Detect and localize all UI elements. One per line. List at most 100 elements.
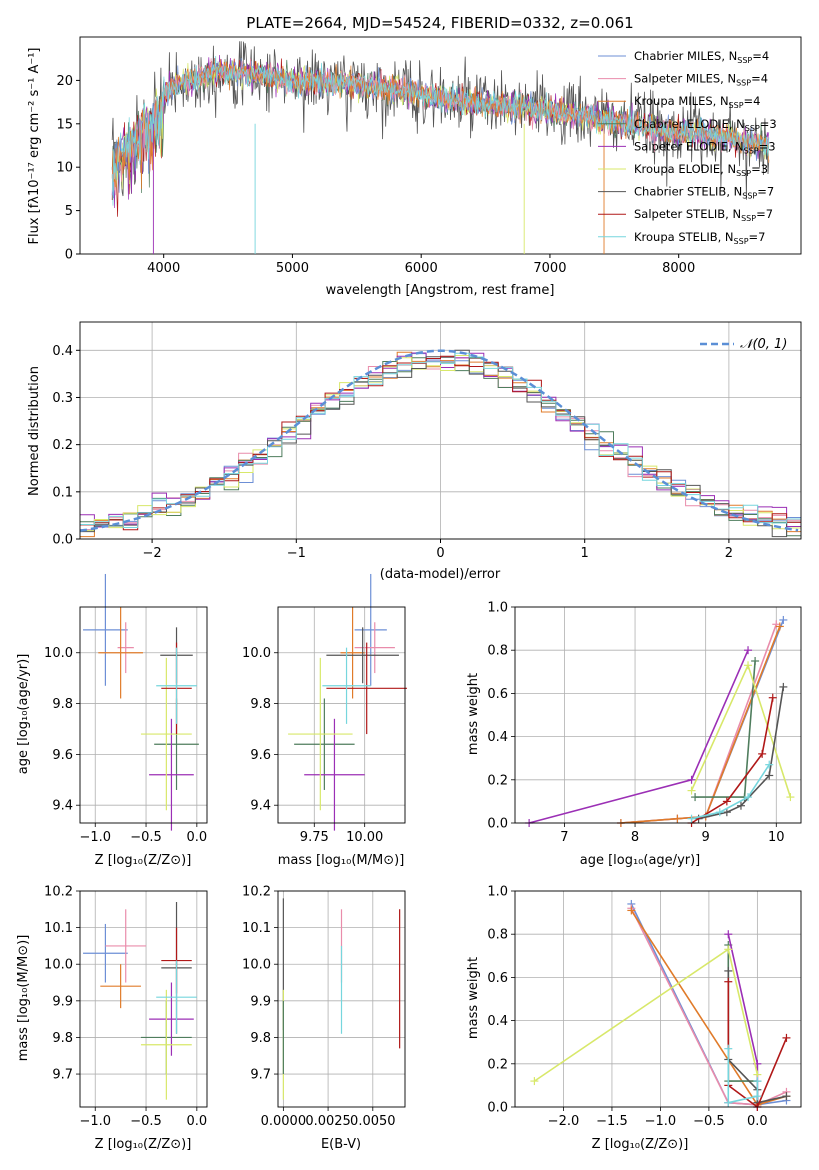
- y-tick-label: 9.8: [52, 697, 73, 712]
- panel-frame: [277, 606, 406, 824]
- x-tick-label: 8: [631, 830, 639, 845]
- tick-group: −1.0 −0.5 0.0 9.4 9.6 9.8 10.0: [44, 646, 207, 845]
- tick-group: 7 8 9 10 0.0 0.2 0.4 0.6 0.8 1.0: [487, 601, 784, 846]
- y-tick-label: 9.8: [250, 1031, 271, 1046]
- page-title: PLATE=2664, MJD=54524, FIBERID=0332, z=0…: [246, 14, 633, 32]
- legend-label: Chabrier STELIB, NSSP=7: [634, 185, 774, 201]
- z-weight-panel: −2.0 −1.5 −1.0 −0.5 0.0 0.0 0.2 0.4 0.6 0.8 1.0: [487, 885, 802, 1129]
- y-tick-label: 0.1: [52, 485, 73, 500]
- y-tick-label: 0.0: [487, 1101, 508, 1116]
- weight-line: [727, 1048, 759, 1104]
- x-tick-label: −0.5: [693, 1114, 725, 1129]
- x-tick-label: 6000: [405, 261, 438, 276]
- legend-label: Kroupa STELIB, NSSP=7: [634, 230, 765, 246]
- agew-xlabel: age [log₁₀(age/yr)]: [580, 853, 701, 868]
- histogram-ylabel: Normed distribution: [27, 366, 42, 496]
- x-tick-label: −1: [287, 546, 306, 561]
- spectrum-ylabel: Flux [fλ10⁻¹⁷ erg cm⁻² s⁻¹ A⁻¹]: [27, 48, 42, 245]
- x-tick-label: 1: [581, 546, 589, 561]
- legend-label: Chabrier ELODIE, NSSP=3: [634, 117, 777, 133]
- x-tick-label: 7: [560, 830, 568, 845]
- panel-frame: [79, 890, 208, 1108]
- y-tick-label: 10.1: [44, 921, 73, 936]
- spectrum-panel: wavelength [Angstrom, rest frame] Flux […: [27, 36, 802, 298]
- agew-ylabel: mass weight: [466, 673, 481, 755]
- panel-frame: [514, 606, 802, 824]
- weight-line: [533, 947, 759, 1082]
- ebv-xlabel: E(B-V): [321, 1137, 361, 1152]
- x-tick-label: 0: [436, 546, 444, 561]
- histogram-step: [80, 352, 801, 528]
- y-tick-label: 0.2: [487, 773, 508, 788]
- y-tick-label: 0.2: [487, 1057, 508, 1072]
- zmass-ylabel: mass [log₁₀(M/M⊙)]: [16, 935, 31, 1062]
- panel-frame: [79, 606, 208, 824]
- y-tick-label: 1.0: [487, 601, 508, 616]
- ebv-mass-panel: 0.0000 0.0025 0.0050 9.7 9.8 9.9 10.0 10.1 10.2: [242, 885, 406, 1129]
- zmass-xlabel: Z [log₁₀(Z/Z⊙)]: [95, 1137, 192, 1152]
- y-tick-label: 9.8: [250, 697, 271, 712]
- histogram-ticks: −2 −1 0 1 2 0.0 0.1 0.2 0.3 0.4: [52, 344, 733, 561]
- y-tick-label: 10.0: [44, 646, 73, 661]
- x-tick-label: 0.0025: [305, 1114, 351, 1129]
- x-tick-label: 10.00: [346, 830, 383, 845]
- y-tick-label: 9.7: [250, 1068, 271, 1083]
- y-tick-label: 9.9: [52, 994, 73, 1009]
- y-tick-label: 10.0: [242, 646, 271, 661]
- x-tick-label: −0.5: [130, 1114, 162, 1129]
- x-tick-label: −2: [143, 546, 162, 561]
- hist-legend-label: 𝒩(0, 1): [740, 337, 787, 352]
- weight-line: [691, 764, 770, 820]
- x-tick-label: 2: [725, 546, 733, 561]
- y-tick-label: 1.0: [487, 885, 508, 900]
- z-mass-panel: −1.0 −0.5 0.0 9.7 9.8 9.9 10.0 10.1 10.2: [44, 885, 208, 1129]
- y-tick-label: 0.4: [487, 1014, 508, 1029]
- x-tick-label: −1.5: [596, 1114, 628, 1129]
- spectrum-ticks: 4000 5000 6000 7000 8000 0 5 10 15 20: [56, 74, 695, 276]
- x-tick-label: 8000: [662, 261, 695, 276]
- y-tick-label: 0.0: [487, 817, 508, 832]
- zage-xlabel: Z [log₁₀(Z/Z⊙)]: [95, 853, 192, 868]
- spectrum-xlabel: wavelength [Angstrom, rest frame]: [326, 283, 555, 298]
- x-tick-label: 5000: [276, 261, 309, 276]
- histogram-xlabel: (data-model)/error: [380, 567, 501, 582]
- y-tick-label: 10: [56, 161, 73, 176]
- panel-frame: [514, 890, 802, 1108]
- histogram-step: [80, 355, 801, 532]
- y-tick-label: 0.6: [487, 687, 508, 702]
- legend-label: Salpeter ELODIE, NSSP=3: [634, 139, 776, 155]
- weight-line: [620, 626, 781, 824]
- legend-label: Chabrier MILES, NSSP=4: [634, 49, 769, 65]
- spectrum-line: [111, 55, 770, 206]
- x-tick-label: −2.0: [548, 1114, 580, 1129]
- y-tick-label: 10.0: [44, 958, 73, 973]
- panel-frame: [277, 890, 406, 1108]
- x-tick-label: 7000: [533, 261, 566, 276]
- zw-ylabel: mass weight: [466, 957, 481, 1039]
- y-tick-label: 9.4: [52, 799, 73, 814]
- x-tick-label: 9: [702, 830, 710, 845]
- x-tick-label: −0.5: [130, 830, 162, 845]
- legend-label: Kroupa ELODIE, NSSP=3: [634, 162, 768, 178]
- legend-label: Salpeter MILES, NSSP=4: [634, 72, 768, 88]
- spectrum-series: [111, 41, 770, 254]
- y-tick-label: 10.2: [44, 885, 73, 900]
- x-tick-label: −1.0: [645, 1114, 677, 1129]
- y-tick-label: 10.1: [242, 921, 271, 936]
- y-tick-label: 0.4: [487, 730, 508, 745]
- x-tick-label: −1.0: [79, 1114, 111, 1129]
- y-tick-label: 0.0: [52, 533, 73, 548]
- legend-label: Salpeter STELIB, NSSP=7: [634, 207, 773, 223]
- histogram-series: [80, 349, 801, 538]
- tick-group: 9.75 10.00 9.4 9.6 9.8 10.0: [242, 646, 383, 845]
- histogram-step: [80, 355, 801, 531]
- massage-xlabel: mass [log₁₀(M/M⊙)]: [278, 853, 405, 868]
- y-tick-label: 0.2: [52, 438, 73, 453]
- y-tick-label: 9.7: [52, 1068, 73, 1083]
- y-tick-label: 15: [56, 117, 73, 132]
- y-tick-label: 9.9: [250, 994, 271, 1009]
- y-tick-label: 9.8: [52, 1031, 73, 1046]
- x-tick-label: 10: [768, 830, 785, 845]
- weight-line: [630, 907, 787, 1106]
- y-tick-label: 0.3: [52, 391, 73, 406]
